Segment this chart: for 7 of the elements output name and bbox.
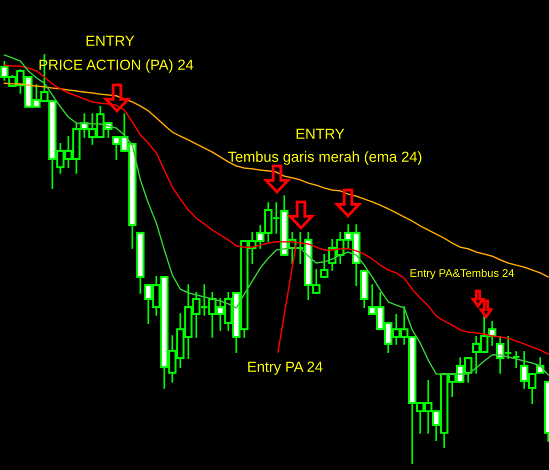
annotation: Entry PA&Tembus 24: [410, 268, 514, 280]
annotation: Tembus garis merah (ema 24): [228, 151, 422, 165]
candlestick: [320, 254, 328, 278]
annotation: Entry PA 24: [248, 362, 323, 375]
annotation: ENTRY: [296, 128, 344, 139]
candlestick: [512, 351, 520, 368]
text: ENTRY: [86, 36, 134, 46]
